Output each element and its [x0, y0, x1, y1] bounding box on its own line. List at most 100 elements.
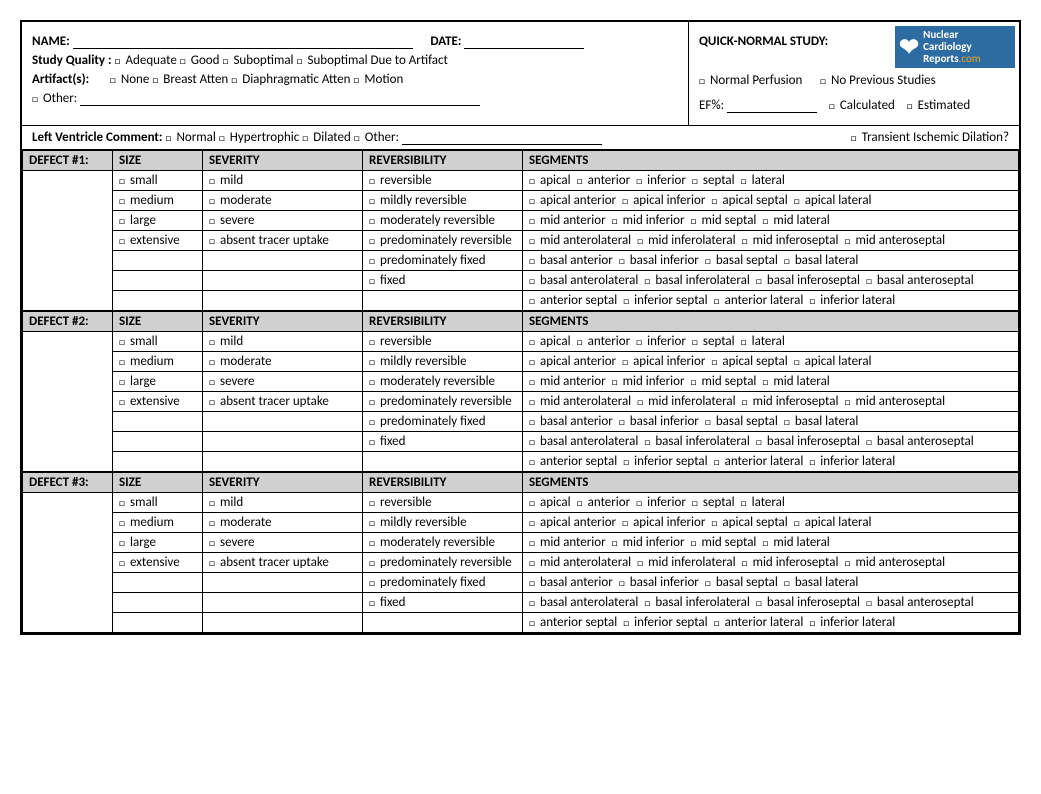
checkbox[interactable]: □	[119, 516, 125, 529]
checkbox[interactable]: □	[866, 274, 872, 287]
checkbox[interactable]: □	[110, 73, 116, 86]
checkbox[interactable]: □	[809, 294, 815, 307]
checkbox[interactable]: □	[354, 131, 360, 144]
checkbox[interactable]: □	[222, 54, 228, 67]
checkbox[interactable]: □	[742, 556, 748, 569]
checkbox[interactable]: □	[529, 174, 535, 187]
checkbox[interactable]: □	[369, 355, 375, 368]
checkbox[interactable]: □	[369, 395, 375, 408]
checkbox[interactable]: □	[844, 395, 850, 408]
checkbox[interactable]: □	[369, 556, 375, 569]
checkbox[interactable]: □	[209, 375, 215, 388]
checkbox[interactable]: □	[529, 375, 535, 388]
checkbox[interactable]: □	[119, 496, 125, 509]
checkbox[interactable]: □	[369, 214, 375, 227]
checkbox[interactable]: □	[529, 496, 535, 509]
checkbox[interactable]: □	[529, 536, 535, 549]
checkbox[interactable]: □	[119, 536, 125, 549]
checkbox[interactable]: □	[637, 556, 643, 569]
checkbox[interactable]: □	[369, 335, 375, 348]
checkbox[interactable]: □	[623, 294, 629, 307]
checkbox[interactable]: □	[714, 294, 720, 307]
checkbox[interactable]: □	[784, 254, 790, 267]
checkbox[interactable]: □	[209, 355, 215, 368]
checkbox[interactable]: □	[577, 174, 583, 187]
checkbox[interactable]: □	[756, 274, 762, 287]
checkbox[interactable]: □	[784, 415, 790, 428]
checkbox[interactable]: □	[529, 335, 535, 348]
checkbox[interactable]: □	[369, 596, 375, 609]
checkbox[interactable]: □	[714, 616, 720, 629]
checkbox[interactable]: □	[209, 536, 215, 549]
checkbox[interactable]: □	[612, 214, 618, 227]
checkbox[interactable]: □	[369, 415, 375, 428]
checkbox[interactable]: □	[741, 496, 747, 509]
checkbox[interactable]: □	[692, 335, 698, 348]
checkbox[interactable]: □	[209, 174, 215, 187]
checkbox-calculated[interactable]: □	[829, 99, 835, 112]
checkbox[interactable]: □	[529, 455, 535, 468]
checkbox[interactable]: □	[529, 194, 535, 207]
checkbox[interactable]: □	[119, 375, 125, 388]
checkbox[interactable]: □	[741, 174, 747, 187]
checkbox[interactable]: □	[691, 536, 697, 549]
name-field[interactable]	[73, 35, 413, 49]
checkbox[interactable]: □	[152, 73, 158, 86]
checkbox[interactable]: □	[369, 194, 375, 207]
checkbox[interactable]: □	[529, 556, 535, 569]
checkbox[interactable]: □	[119, 194, 125, 207]
checkbox[interactable]: □	[844, 556, 850, 569]
checkbox[interactable]: □	[369, 576, 375, 589]
checkbox[interactable]: □	[623, 455, 629, 468]
checkbox[interactable]: □	[762, 536, 768, 549]
checkbox[interactable]: □	[369, 375, 375, 388]
checkbox[interactable]: □	[369, 234, 375, 247]
checkbox[interactable]: □	[619, 415, 625, 428]
checkbox[interactable]: □	[209, 516, 215, 529]
checkbox[interactable]: □	[691, 214, 697, 227]
checkbox[interactable]: □	[622, 194, 628, 207]
checkbox[interactable]: □	[866, 435, 872, 448]
checkbox[interactable]: □	[705, 576, 711, 589]
checkbox[interactable]: □	[369, 496, 375, 509]
checkbox[interactable]: □	[529, 234, 535, 247]
checkbox[interactable]: □	[691, 375, 697, 388]
checkbox[interactable]: □	[119, 395, 125, 408]
checkbox[interactable]: □	[209, 194, 215, 207]
checkbox[interactable]: □	[577, 496, 583, 509]
checkbox[interactable]: □	[742, 395, 748, 408]
checkbox[interactable]: □	[756, 435, 762, 448]
checkbox[interactable]: □	[119, 335, 125, 348]
checkbox[interactable]: □	[119, 355, 125, 368]
checkbox[interactable]: □	[209, 496, 215, 509]
checkbox-estimated[interactable]: □	[907, 99, 913, 112]
checkbox-normal-perfusion[interactable]: □	[699, 74, 705, 87]
checkbox[interactable]: □	[209, 214, 215, 227]
checkbox[interactable]: □	[369, 536, 375, 549]
checkbox[interactable]: □	[369, 274, 375, 287]
lv-other-field[interactable]	[402, 131, 602, 145]
checkbox[interactable]: □	[369, 516, 375, 529]
checkbox[interactable]: □	[369, 174, 375, 187]
checkbox[interactable]: □	[529, 415, 535, 428]
checkbox[interactable]: □	[794, 194, 800, 207]
checkbox[interactable]: □	[119, 234, 125, 247]
checkbox[interactable]: □	[180, 54, 186, 67]
other-field[interactable]	[80, 92, 480, 106]
checkbox[interactable]: □	[622, 355, 628, 368]
checkbox[interactable]: □	[644, 435, 650, 448]
checkbox[interactable]: □	[219, 131, 225, 144]
checkbox[interactable]: □	[119, 174, 125, 187]
checkbox[interactable]: □	[619, 254, 625, 267]
checkbox[interactable]: □	[209, 395, 215, 408]
checkbox[interactable]: □	[231, 73, 237, 86]
checkbox[interactable]: □	[529, 355, 535, 368]
checkbox[interactable]: □	[844, 234, 850, 247]
checkbox[interactable]: □	[369, 435, 375, 448]
checkbox[interactable]: □	[711, 355, 717, 368]
checkbox[interactable]: □	[636, 335, 642, 348]
checkbox[interactable]: □	[741, 335, 747, 348]
checkbox-no-previous[interactable]: □	[820, 74, 826, 87]
checkbox[interactable]: □	[612, 536, 618, 549]
checkbox[interactable]: □	[529, 214, 535, 227]
